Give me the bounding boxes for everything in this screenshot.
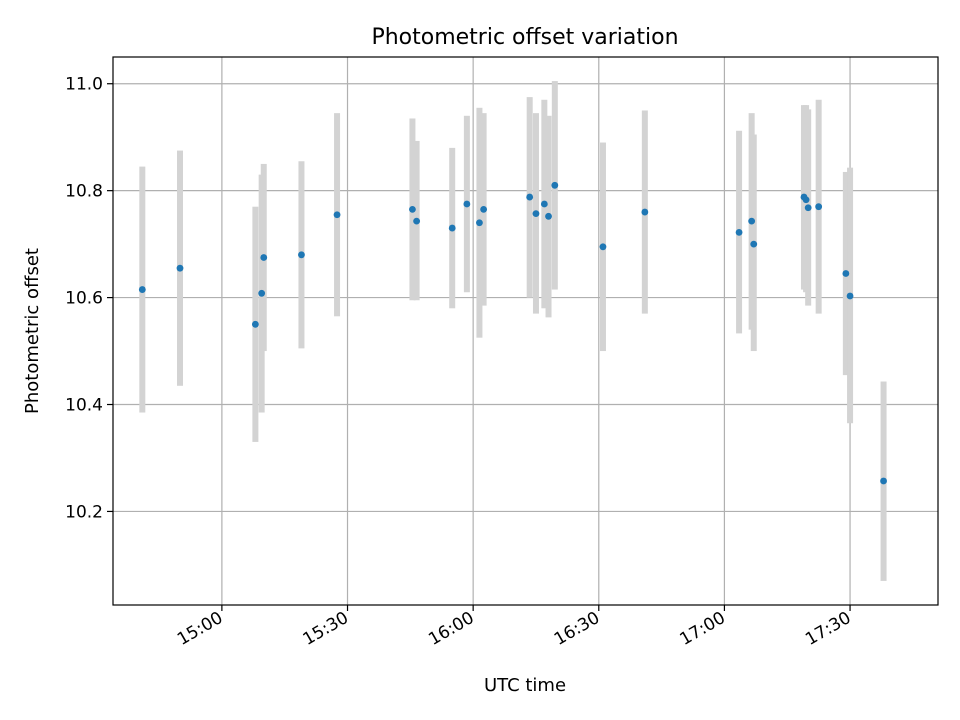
y-axis-label: Photometric offset	[22, 248, 43, 414]
data-point	[545, 212, 552, 220]
data-point	[641, 208, 649, 216]
data-point	[448, 224, 456, 232]
data-point	[526, 193, 534, 201]
data-point	[599, 243, 607, 251]
x-axis-label: UTC time	[484, 675, 566, 696]
y-tick-label: 10.2	[65, 502, 103, 522]
data-point	[551, 181, 559, 189]
data-points	[138, 181, 887, 485]
data-point	[298, 251, 305, 259]
data-point	[735, 228, 743, 236]
data-point	[802, 196, 810, 204]
data-point	[260, 254, 268, 261]
y-axis-ticks: 10.2 10.4 10.6 10.8 11.0	[65, 75, 113, 522]
data-point	[750, 240, 758, 248]
data-point	[251, 320, 259, 328]
data-point	[176, 264, 184, 272]
y-tick-label: 10.4	[65, 396, 103, 416]
data-point	[748, 217, 756, 225]
data-point	[476, 219, 483, 227]
data-point	[846, 292, 854, 300]
data-point	[540, 200, 548, 208]
data-point	[413, 217, 421, 225]
chart-title: Photometric offset variation	[371, 25, 678, 50]
data-point	[880, 477, 887, 485]
grid-lines	[113, 57, 938, 605]
data-point	[409, 205, 416, 213]
plot-area-frame	[112, 56, 939, 606]
data-point	[138, 286, 146, 293]
data-point	[333, 211, 341, 219]
y-tick-label: 11.0	[65, 75, 103, 95]
data-point	[815, 203, 823, 211]
y-tick-label: 10.8	[65, 182, 103, 202]
data-point	[463, 200, 471, 208]
data-point	[258, 289, 266, 297]
data-point	[804, 204, 812, 212]
data-point	[842, 270, 850, 277]
data-point	[532, 210, 540, 218]
y-tick-label: 10.6	[65, 289, 103, 309]
data-point	[480, 205, 488, 213]
